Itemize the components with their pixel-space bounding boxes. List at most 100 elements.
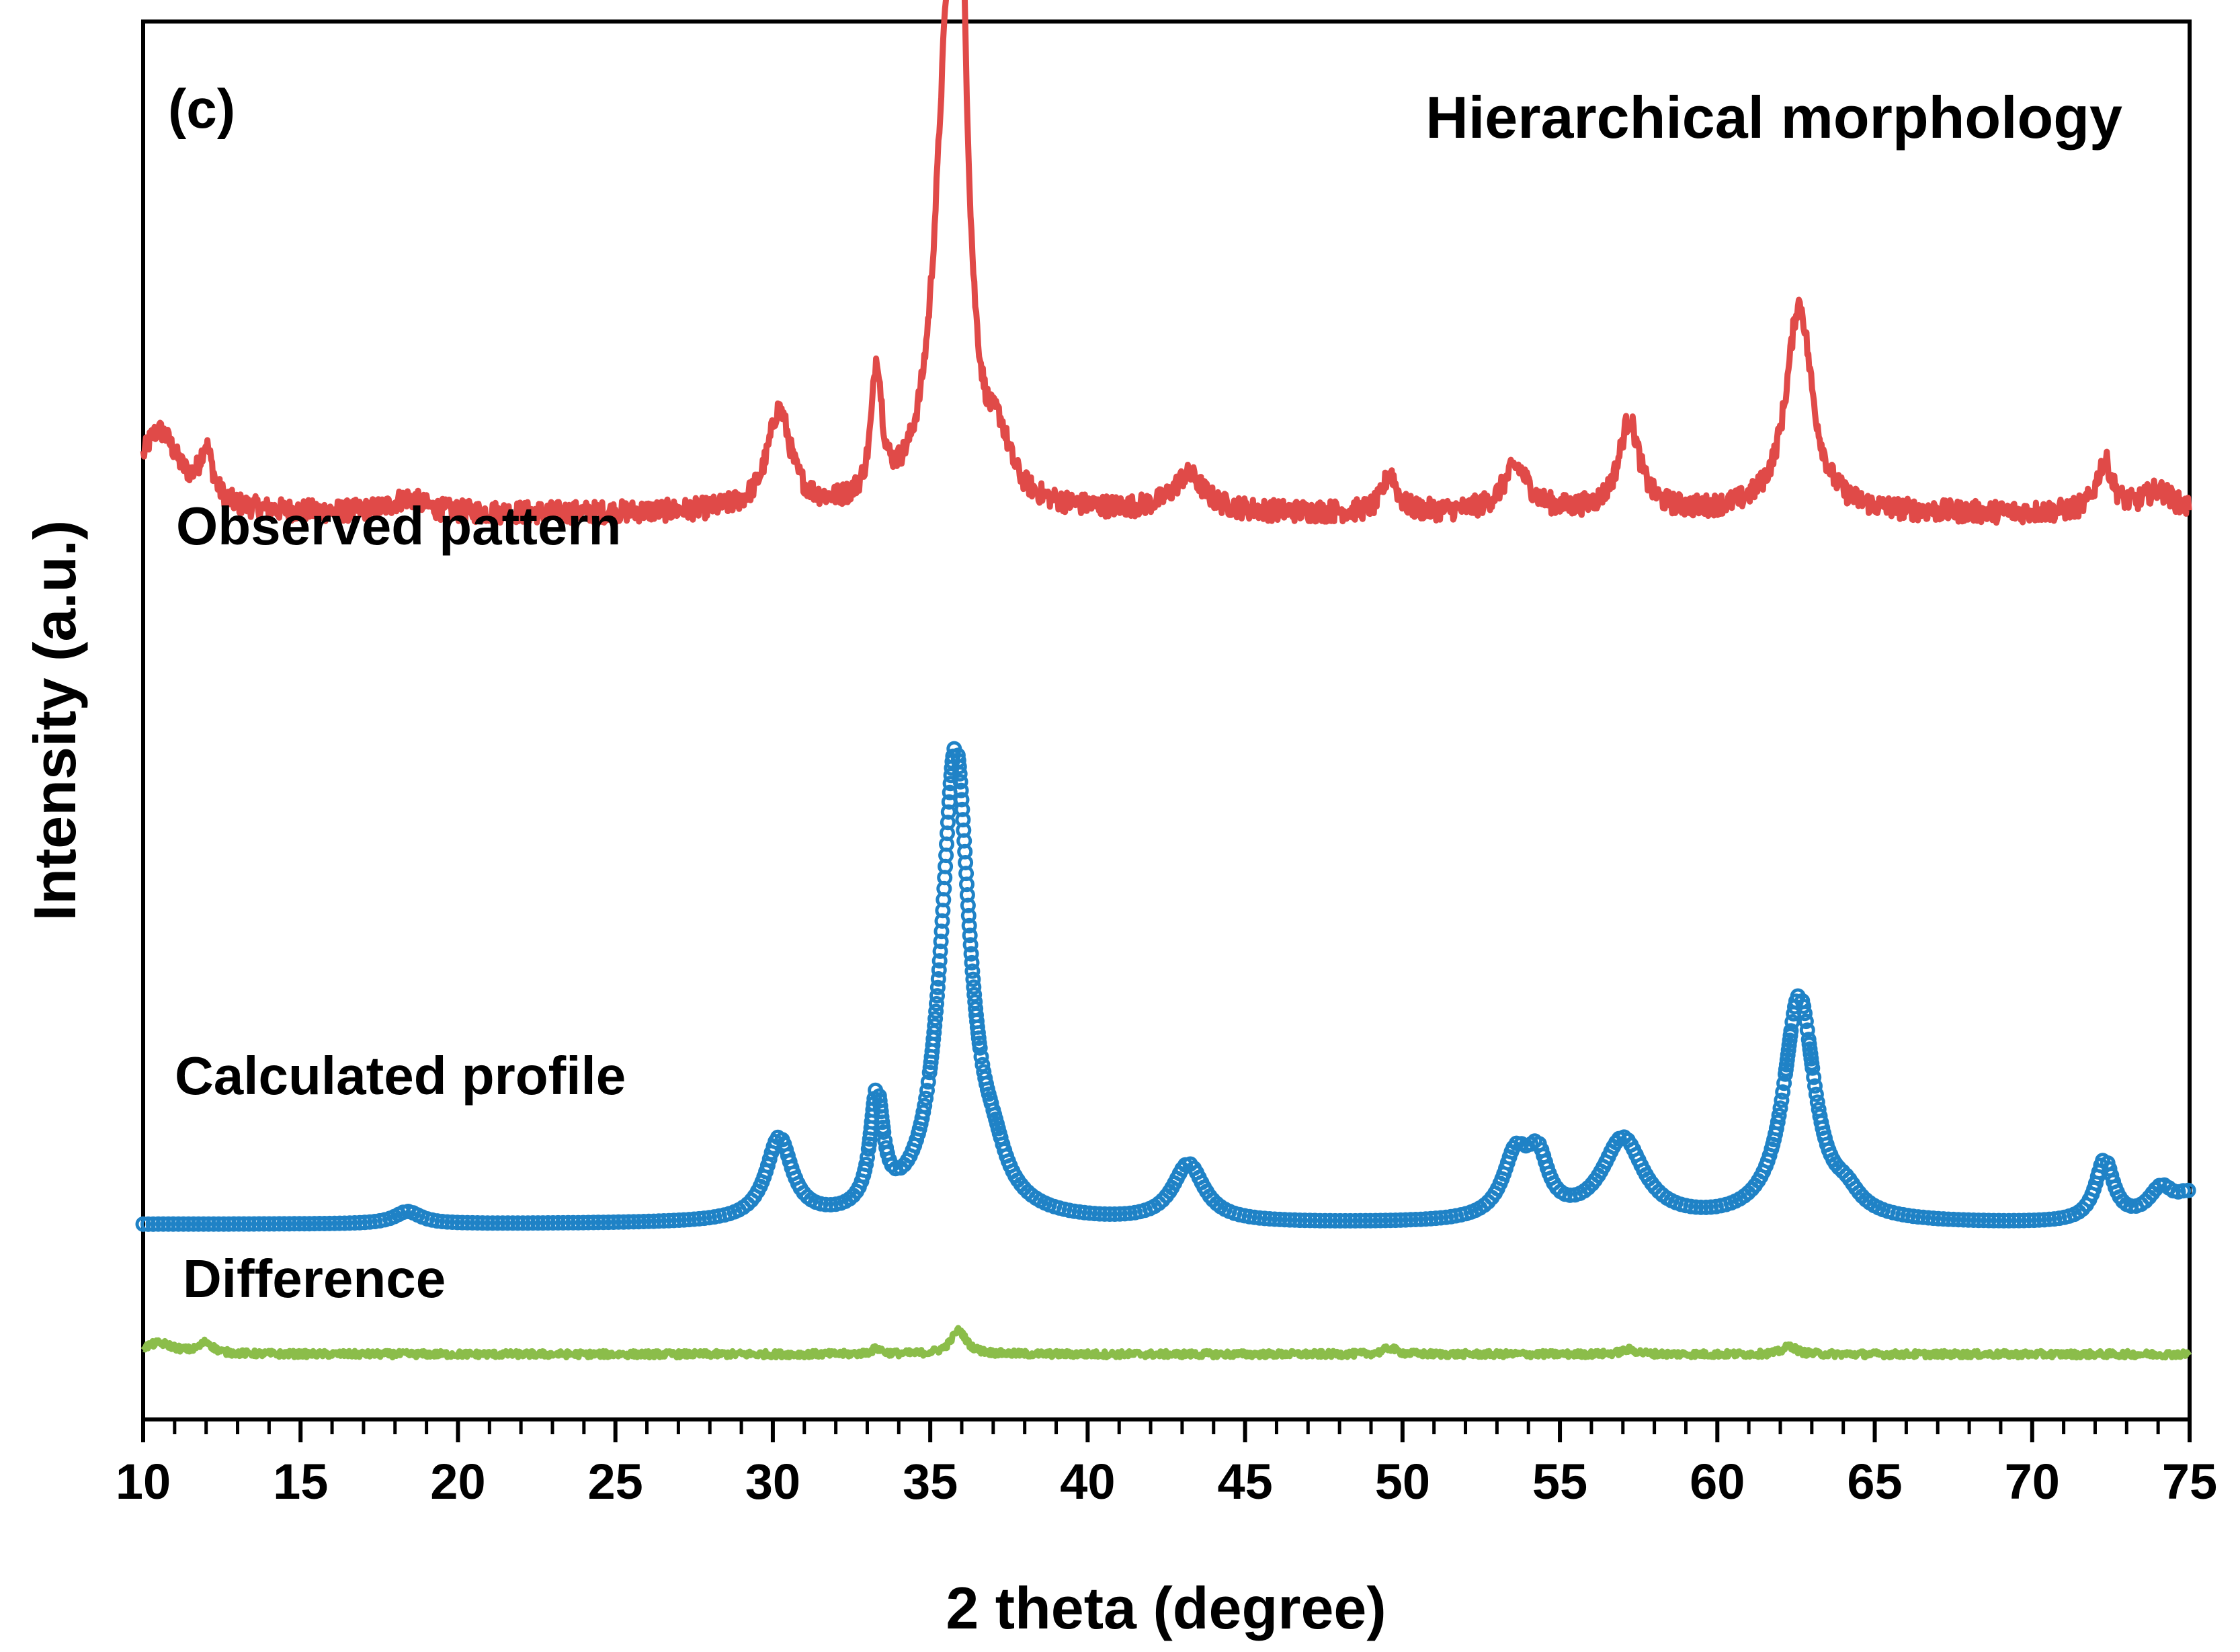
calc-point [929, 988, 945, 1004]
calc-point [210, 1216, 226, 1232]
calc-point [570, 1214, 586, 1231]
calc-point [151, 1216, 166, 1232]
calc-point [580, 1214, 596, 1231]
calc-point [954, 792, 970, 808]
calc-point [1372, 1212, 1388, 1229]
calc-point [1317, 1212, 1333, 1229]
calc-point [165, 1216, 181, 1232]
calc-point [1797, 1005, 1813, 1022]
calc-point [1102, 1206, 1118, 1222]
calc-point [317, 1216, 333, 1231]
calc-point [961, 917, 977, 934]
calc-point [460, 1214, 475, 1231]
calc-point [480, 1215, 495, 1231]
calc-point [331, 1215, 347, 1231]
calc-point [220, 1216, 237, 1232]
calc-point [931, 953, 948, 969]
calc-point [575, 1214, 591, 1231]
x-tick-label: 40 [1060, 1454, 1115, 1510]
calc-point [1107, 1206, 1123, 1222]
calc-point [1282, 1212, 1298, 1228]
series-label-calculated: Calculated profile [175, 1046, 626, 1106]
line-difference [140, 1325, 2192, 1361]
calc-point [1966, 1212, 1982, 1228]
calc-point [1693, 1199, 1709, 1215]
calc-point [595, 1214, 612, 1231]
calc-point [256, 1216, 272, 1232]
calc-point [1368, 1212, 1384, 1229]
calc-point [540, 1215, 556, 1231]
calc-point [560, 1214, 576, 1231]
x-tick-label: 10 [116, 1454, 171, 1510]
calc-point [454, 1214, 470, 1231]
calc-point [1382, 1212, 1399, 1229]
calc-point [311, 1216, 327, 1231]
x-tick-label: 50 [1375, 1454, 1430, 1510]
x-tick-label: 75 [2162, 1454, 2217, 1510]
calc-point [276, 1216, 292, 1232]
calc-point [630, 1214, 647, 1230]
calc-point [196, 1216, 212, 1232]
calc-point [964, 954, 980, 970]
series-label-observed: Observed pattern [176, 496, 621, 556]
calc-point [1337, 1212, 1354, 1229]
x-tick-label: 30 [745, 1454, 800, 1510]
calc-point [520, 1215, 536, 1231]
calc-point [500, 1215, 515, 1231]
calc-point [965, 971, 981, 987]
calc-point [626, 1214, 642, 1230]
calc-point [185, 1216, 202, 1232]
calc-point [135, 1216, 151, 1232]
line-observed-pattern [140, 0, 2192, 526]
x-tick-label: 70 [2005, 1454, 2060, 1510]
calc-point [929, 979, 946, 995]
calc-point [1783, 1023, 1799, 1039]
calc-point [1796, 998, 1812, 1014]
calc-point [251, 1216, 267, 1232]
calc-point [585, 1214, 602, 1231]
calc-point [952, 766, 968, 782]
calc-point [2021, 1212, 2037, 1229]
calc-point [929, 995, 944, 1011]
calc-point [550, 1214, 566, 1231]
series-difference [140, 1325, 2192, 1361]
calc-point [216, 1216, 232, 1232]
calc-point [960, 897, 976, 913]
calc-point [2001, 1212, 2017, 1229]
series-observed-pattern [140, 0, 2192, 526]
calc-point [1342, 1212, 1358, 1229]
calc-point [1807, 1078, 1823, 1094]
calc-point [876, 1124, 892, 1140]
calc-point [296, 1216, 313, 1232]
calc-point [1378, 1212, 1393, 1229]
calc-point [206, 1216, 222, 1232]
calc-point [2102, 1161, 2118, 1177]
calc-point [495, 1215, 511, 1231]
calc-point [934, 923, 950, 940]
calc-point [1362, 1212, 1378, 1229]
calc-point [1799, 1022, 1815, 1038]
calc-point [1347, 1212, 1364, 1229]
calc-point [932, 943, 948, 959]
calc-point [1775, 1084, 1791, 1100]
calc-point [1352, 1212, 1368, 1229]
calc-point [1772, 1100, 1788, 1116]
calc-point [951, 759, 967, 775]
calc-point [301, 1216, 317, 1232]
calc-point [474, 1215, 491, 1231]
calc-point [954, 801, 970, 817]
calc-point [231, 1216, 247, 1232]
calc-point [972, 1040, 988, 1056]
x-tick-label: 15 [273, 1454, 328, 1510]
calc-point [161, 1216, 176, 1232]
calc-point [963, 946, 979, 962]
calc-point [966, 979, 982, 995]
calc-point [1776, 1075, 1792, 1091]
calc-point [241, 1216, 257, 1232]
calc-point [1809, 1094, 1825, 1110]
panel-label: (c) [168, 79, 235, 140]
calc-point [962, 927, 978, 944]
calc-point [600, 1214, 616, 1231]
calc-point [818, 1196, 834, 1212]
